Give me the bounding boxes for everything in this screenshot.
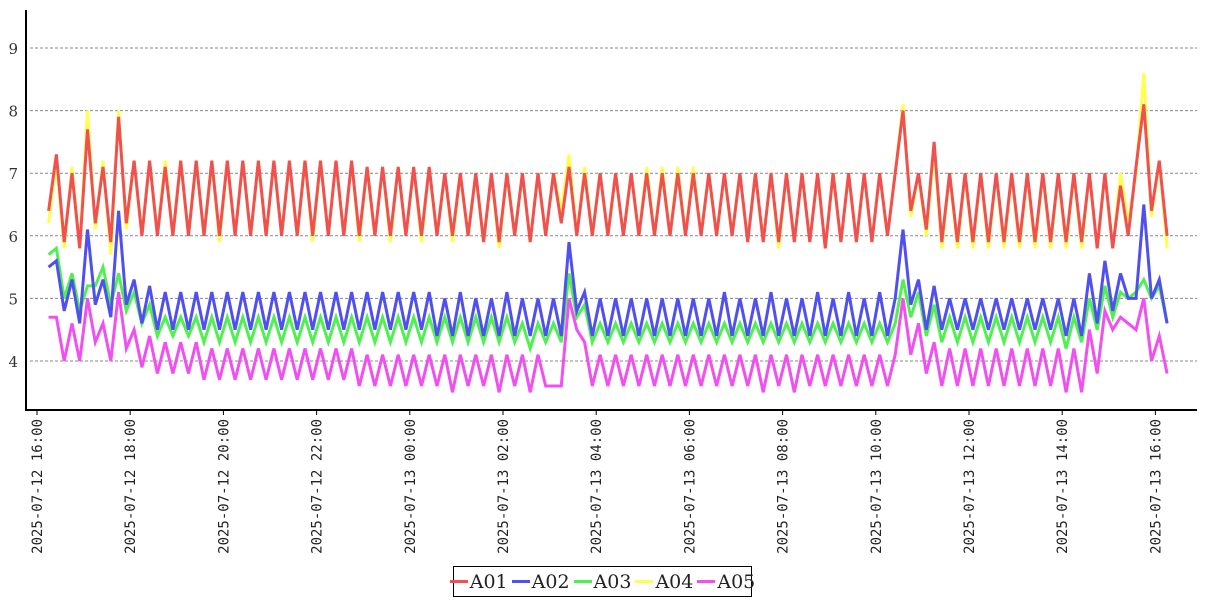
legend: A01 A02 A03 A04 A05 — [449, 566, 755, 597]
legend-item-a04: A04 — [635, 571, 693, 593]
legend-label: A03 — [593, 570, 632, 593]
y-tick-label: 8 — [8, 103, 18, 121]
legend-swatch — [573, 580, 592, 583]
y-tick-label: 6 — [8, 228, 18, 246]
legend-item-a03: A03 — [573, 570, 632, 593]
series-line-a05 — [48, 291, 1169, 393]
x-tick-label: 2025-07-13 08:00 — [776, 419, 792, 554]
series-line-a01 — [47, 104, 1169, 249]
x-tick-label: 2025-07-13 10:00 — [869, 419, 885, 554]
x-tick-label: 2025-07-12 22:00 — [310, 419, 326, 554]
legend-label: A01 — [469, 570, 508, 593]
x-tick-label: 2025-07-12 18:00 — [123, 419, 139, 554]
legend-item-a05: A05 — [697, 571, 755, 593]
x-tick-label: 2025-07-13 02:00 — [496, 419, 512, 554]
x-tick-label: 2025-07-12 20:00 — [216, 419, 232, 554]
legend-label: A02 — [531, 570, 570, 593]
legend-item-a02: A02 — [511, 570, 570, 593]
legend-label: A04 — [655, 570, 694, 593]
x-tick-labels: 2025-07-12 16:00 2025-07-12 18:00 2025-07-… — [30, 410, 1164, 554]
x-tick-label: 2025-07-12 16:00 — [30, 419, 46, 554]
series-lines — [47, 72, 1169, 393]
y-tick-label: 4 — [8, 353, 18, 371]
legend-swatch — [697, 580, 716, 583]
x-tick-label: 2025-07-13 12:00 — [962, 419, 978, 554]
legend-swatch — [635, 580, 654, 583]
series-line-a03 — [47, 245, 1169, 354]
y-tick-label: 7 — [8, 165, 18, 183]
legend-swatch — [449, 580, 468, 583]
y-tick-label: 9 — [8, 40, 18, 58]
y-tick-label: 5 — [8, 290, 18, 308]
legend-swatch — [511, 580, 530, 583]
series-line-a02 — [47, 204, 1169, 337]
legend-item-a01: A01 — [449, 570, 508, 593]
x-tick-label: 2025-07-13 16:00 — [1148, 419, 1164, 554]
x-tick-label: 2025-07-13 04:00 — [589, 419, 605, 554]
x-tick-label: 2025-07-13 00:00 — [403, 419, 419, 554]
x-tick-label: 2025-07-13 14:00 — [1055, 419, 1071, 554]
legend-label: A05 — [717, 570, 756, 593]
x-tick-label: 2025-07-13 06:00 — [682, 419, 698, 554]
y-tick-labels: 4 5 6 7 8 9 — [8, 40, 18, 371]
